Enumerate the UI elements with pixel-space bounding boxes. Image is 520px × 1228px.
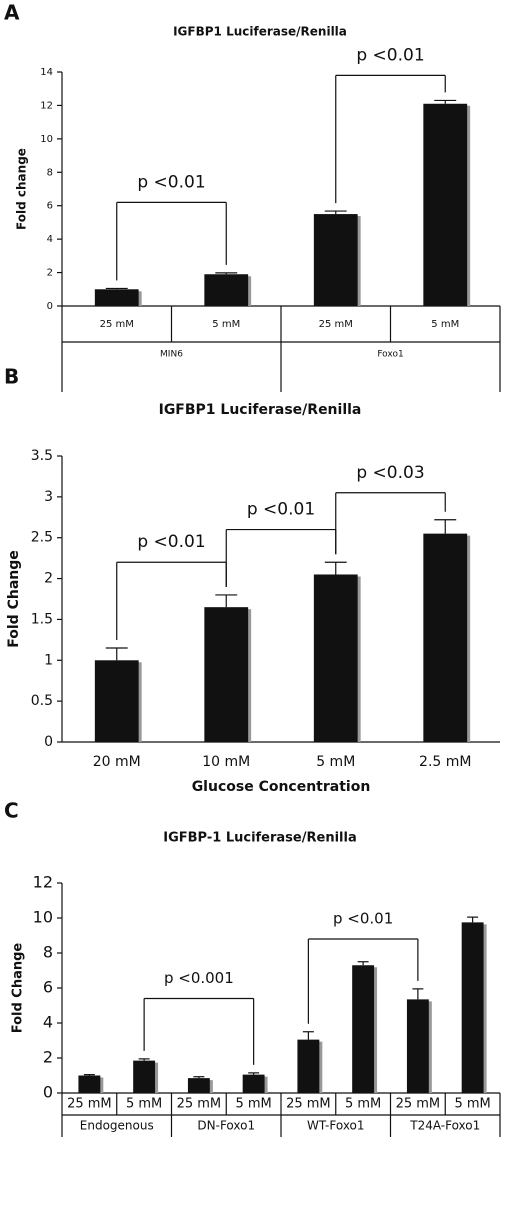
y-tick-label: 8	[47, 167, 53, 178]
y-tick-label: 1	[44, 652, 53, 668]
y-axis-label: Fold change	[15, 148, 29, 230]
panel-letter: C	[4, 799, 19, 823]
y-tick-label: 2	[44, 571, 53, 587]
bar	[204, 607, 249, 742]
y-tick-label: 8	[43, 943, 53, 962]
bar	[204, 274, 249, 306]
y-axis-label: Fold Change	[11, 943, 26, 1034]
x-tick-label: 20 mM	[93, 754, 141, 770]
p-value: p <0.01	[247, 500, 315, 520]
bar	[78, 1075, 101, 1093]
x-tick-label: 25 mM	[319, 319, 353, 330]
x-tick-label: 2.5 mM	[419, 754, 471, 770]
bar	[423, 103, 468, 306]
x-tick-label: 25 mM	[177, 1097, 222, 1112]
y-tick-label: 0	[47, 301, 53, 312]
group-label: T24A-Foxo1	[409, 1119, 480, 1133]
bar	[423, 533, 468, 742]
y-axis-label: Fold Change	[6, 550, 22, 647]
bar	[94, 660, 139, 742]
chart-title: IGFBP1 Luciferase/Renilla	[173, 25, 347, 39]
p-value: p <0.01	[356, 45, 424, 65]
y-tick-label: 0.5	[31, 693, 53, 709]
p-value: p <0.001	[164, 969, 234, 987]
x-tick-label: 25 mM	[67, 1097, 112, 1112]
y-tick-label: 1.5	[31, 611, 53, 627]
bar	[187, 1078, 210, 1093]
x-tick-label: 25 mM	[100, 319, 134, 330]
x-tick-label: 25 mM	[286, 1097, 331, 1112]
y-tick-label: 10	[33, 908, 53, 927]
y-tick-label: 0	[44, 734, 53, 750]
bar	[461, 922, 484, 1093]
group-label: WT-Foxo1	[307, 1119, 365, 1133]
y-tick-label: 2	[47, 268, 53, 279]
bar	[242, 1074, 265, 1093]
group-label: MIN6	[160, 350, 183, 360]
x-tick-label: 5 mM	[126, 1097, 162, 1112]
chart-title: IGFBP1 Luciferase/Renilla	[159, 402, 362, 418]
x-tick-label: 5 mM	[431, 319, 459, 330]
y-tick-label: 0	[43, 1083, 53, 1102]
bar	[133, 1060, 156, 1093]
x-tick-label: 10 mM	[202, 754, 250, 770]
x-tick-label: 5 mM	[316, 754, 355, 770]
group-label: DN-Foxo1	[197, 1119, 255, 1133]
p-value: p <0.03	[356, 463, 424, 483]
x-tick-label: 25 mM	[396, 1097, 441, 1112]
y-tick-label: 4	[47, 234, 53, 245]
y-tick-label: 12	[33, 873, 53, 892]
y-tick-label: 3.5	[31, 448, 53, 464]
y-tick-label: 14	[40, 67, 53, 78]
y-tick-label: 12	[40, 100, 53, 111]
panel-letter: B	[4, 365, 19, 389]
group-label: Foxo1	[377, 350, 403, 360]
p-value: p <0.01	[137, 172, 205, 192]
bar	[406, 999, 429, 1093]
chart-title: IGFBP-1 Luciferase/Renilla	[163, 831, 356, 846]
y-tick-label: 3	[44, 489, 53, 505]
y-tick-label: 2	[43, 1048, 53, 1067]
bar	[313, 574, 358, 742]
y-tick-label: 6	[43, 978, 53, 997]
panel-letter: A	[4, 1, 20, 25]
bar	[297, 1039, 320, 1093]
bar	[352, 965, 375, 1093]
p-value: p <0.01	[137, 532, 205, 552]
p-value: p <0.01	[333, 910, 393, 928]
x-tick-label: 5 mM	[212, 319, 240, 330]
x-axis-label: Glucose Concentration	[192, 779, 371, 795]
x-tick-label: 5 mM	[235, 1097, 271, 1112]
y-tick-label: 6	[47, 201, 53, 212]
y-tick-label: 2.5	[31, 530, 53, 546]
y-tick-label: 4	[43, 1013, 53, 1032]
x-tick-label: 5 mM	[454, 1097, 490, 1112]
bar	[94, 289, 139, 306]
x-tick-label: 5 mM	[345, 1097, 381, 1112]
group-label: Endogenous	[80, 1119, 154, 1133]
bar	[313, 214, 358, 306]
y-tick-label: 10	[40, 134, 53, 145]
